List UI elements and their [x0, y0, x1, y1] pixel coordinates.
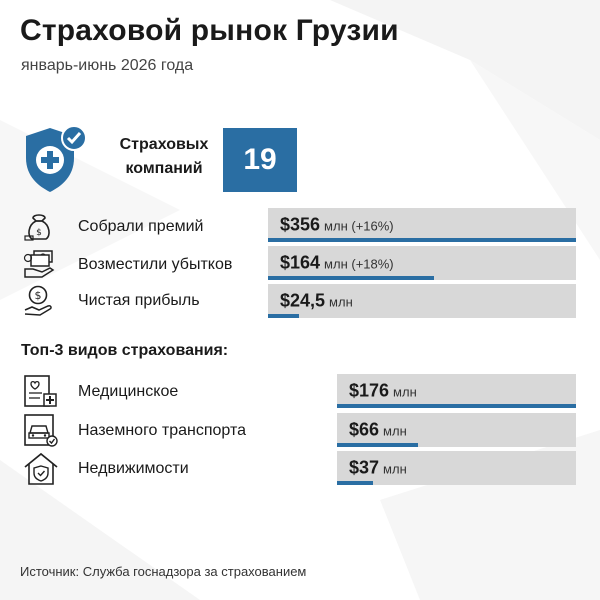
- top3-label-medical: Медицинское: [78, 383, 179, 400]
- metric-amount-claims: $164: [280, 252, 321, 273]
- top3-box-medical: $176 млн: [337, 374, 576, 408]
- top3-box-transport: $66 млн: [337, 413, 576, 447]
- top3-amount-property: $37: [349, 457, 380, 478]
- car-document-icon: [24, 414, 58, 447]
- metric-amount-profit: $24,5: [280, 290, 326, 311]
- metric-label-premiums: Собрали премий: [78, 218, 204, 235]
- metric-unit-premiums: млн (+16%): [324, 218, 394, 234]
- metric-unit-claims: млн (+18%): [324, 256, 394, 272]
- top3-value-medical: $176 млн: [349, 381, 417, 402]
- top3-bar-medical: [337, 404, 576, 408]
- top3-unit-property: млн: [383, 461, 407, 477]
- metric-unit-profit: млн: [329, 294, 353, 310]
- page-subtitle: январь-июнь 2026 года: [21, 57, 194, 74]
- medical-record-icon: [24, 375, 57, 407]
- metric-label-profit: Чистая прибыль: [78, 292, 200, 309]
- metric-value-premiums: $356 млн (+16%): [280, 215, 394, 236]
- top3-value-transport: $66 млн: [349, 420, 407, 441]
- metric-box-claims: $164 млн (+18%): [268, 246, 576, 280]
- metric-value-claims: $164 млн (+18%): [280, 253, 394, 274]
- shield-check-icon: [26, 125, 87, 192]
- source-note: Источник: Служба госнадзора за страхован…: [20, 564, 307, 579]
- metric-label-claims: Возместили убытков: [78, 256, 233, 273]
- cash-hand-icon: [23, 250, 55, 278]
- top3-amount-transport: $66: [349, 419, 380, 440]
- coin-hand-icon: $: [24, 285, 52, 316]
- top3-bar-property: [337, 481, 373, 485]
- top3-unit-transport: млн: [383, 423, 407, 439]
- metric-amount-premiums: $356: [280, 214, 321, 235]
- companies-count: 19: [223, 128, 297, 192]
- metric-box-profit: $24,5 млн: [268, 284, 576, 318]
- metric-bar-claims: [268, 276, 435, 280]
- svg-text:$: $: [36, 228, 42, 238]
- top3-value-property: $37 млн: [349, 458, 407, 479]
- money-bag-icon: $: [24, 214, 50, 241]
- house-shield-icon: [24, 452, 58, 485]
- metric-value-profit: $24,5 млн: [280, 291, 353, 312]
- companies-label: Страховых компаний: [119, 136, 209, 177]
- top3-title: Топ-3 видов страхования:: [21, 342, 229, 359]
- metric-box-premiums: $356 млн (+16%): [268, 208, 576, 242]
- metric-bar-profit: [268, 314, 299, 318]
- top3-unit-medical: млн: [393, 384, 417, 400]
- top3-label-transport: Наземного транспорта: [78, 422, 247, 439]
- metric-bar-premiums: [268, 238, 576, 242]
- svg-text:$: $: [35, 289, 42, 302]
- page-title: Страховой рынок Грузии: [20, 14, 399, 47]
- top3-amount-medical: $176: [349, 380, 390, 401]
- top3-bar-transport: [337, 443, 419, 447]
- top3-label-property: Недвижимости: [78, 460, 189, 477]
- top3-box-property: $37 млн: [337, 451, 576, 485]
